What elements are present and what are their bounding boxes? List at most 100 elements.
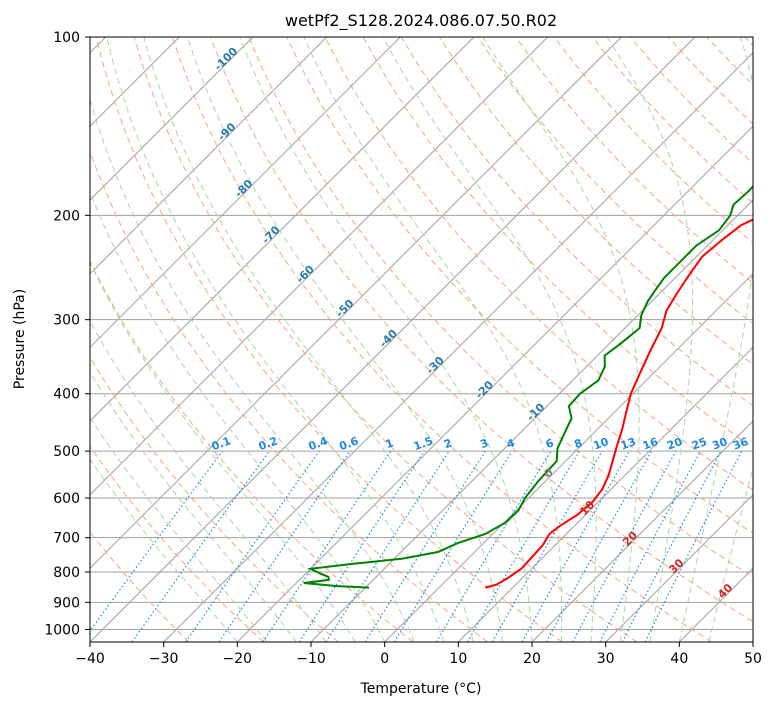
mixing-ratio-line: [466, 450, 580, 642]
moist-adiabat-line: [90, 320, 327, 642]
mixing-ratio-label: 10: [592, 435, 611, 453]
y-tick-label: 300: [53, 313, 80, 329]
mixing-ratio-label: 3: [478, 436, 490, 451]
isotherm-line: [90, 37, 696, 642]
x-tick-label: 20: [523, 651, 541, 667]
dry-adiabat-line: [90, 531, 190, 642]
mixing-ratio-line: [545, 450, 653, 642]
mixing-ratio-line: [262, 450, 392, 642]
dry-adiabat-label: -40: [377, 327, 400, 350]
mixing-ratio-label: 30: [710, 435, 729, 453]
moist-adiabat-line: [143, 37, 474, 642]
dry-adiabat-label: -60: [294, 263, 317, 286]
dry-adiabat-line: [324, 37, 753, 491]
mixing-ratio-label: 13: [619, 435, 638, 452]
moist-adiabat-line: [382, 37, 597, 642]
mixing-ratio-line: [521, 450, 631, 642]
dry-adiabat-line: [90, 356, 339, 642]
mixing-ratio-label: 25: [690, 435, 709, 452]
temperature-line: [485, 218, 753, 589]
mixing-ratio-label: 1: [384, 436, 396, 451]
moist-adiabat-label: 30: [666, 556, 686, 576]
isotherm-line: [752, 641, 753, 642]
dry-adiabat-line: [591, 37, 753, 204]
moist-adiabat-label: 40: [715, 581, 735, 601]
mixing-ratio-line: [393, 450, 513, 642]
dry-adiabat-label: -100: [212, 44, 241, 73]
y-tick-label: 400: [53, 387, 80, 403]
moist-adiabat-line: [187, 37, 503, 642]
plot-frame: [89, 36, 754, 643]
moist-adiabat-line: [106, 37, 445, 642]
dry-adiabat-line: [248, 37, 753, 578]
dry-adiabat-line: [210, 37, 753, 623]
dry-adiabat-line: [515, 37, 753, 284]
dry-adiabat-line: [95, 37, 563, 642]
mixing-ratio-label: 36: [731, 435, 750, 453]
moist-adiabat-line: [482, 37, 640, 642]
y-axis-label: Pressure (hPa): [12, 289, 28, 389]
x-tick-label: 40: [670, 651, 688, 667]
moist-adiabat-line: [90, 190, 386, 642]
dry-adiabat-label: -50: [333, 297, 356, 320]
dry-adiabat-label: -30: [424, 354, 447, 377]
x-tick-label: −30: [149, 651, 179, 667]
mixing-ratio-label: 0.1: [210, 434, 233, 453]
dry-adiabat-line: [553, 37, 753, 244]
mixing-ratio-line: [218, 450, 351, 642]
isotherm-line: [384, 272, 753, 642]
mixing-ratio-label: 0.2: [257, 434, 280, 453]
moist-adiabat-line: [239, 37, 533, 642]
moist-adiabat-line: [678, 37, 753, 642]
mixing-ratio-label: 16: [641, 435, 660, 453]
y-tick-label: 500: [53, 444, 80, 460]
mixing-ratio-line: [90, 450, 223, 632]
y-tick-label: 800: [53, 565, 80, 581]
isotherm-line: [90, 37, 254, 201]
moist-adiabat-line: [90, 97, 415, 642]
dry-adiabat-label: -90: [215, 120, 238, 143]
isotherm-line: [90, 37, 622, 570]
mixing-ratio-line: [644, 450, 743, 642]
moist-adiabat-line: [90, 261, 356, 642]
mixing-ratio-label: 8: [572, 436, 584, 451]
isotherm-line: [90, 37, 549, 496]
moist-adiabat-line: [90, 458, 238, 642]
moist-adiabat-line: [90, 416, 268, 642]
mixing-ratio-line: [364, 450, 486, 642]
isotherm-line: [163, 51, 753, 642]
isotherm-line: [236, 125, 753, 642]
mixing-ratio-line: [185, 450, 320, 642]
y-tick-label: 1000: [44, 622, 80, 638]
moist-adiabat-line: [303, 37, 563, 642]
isotherm-line: [90, 37, 401, 349]
moist-adiabat-line: [90, 370, 297, 642]
dry-adiabat-label: -20: [473, 378, 496, 401]
chart-title: wetPf2_S128.2024.086.07.50.R02: [285, 11, 557, 31]
mixing-ratio-label: 1.5: [412, 434, 435, 453]
dry-adiabat-line: [90, 150, 488, 642]
y-tick-label: 200: [53, 208, 80, 224]
mixing-ratio-label: 0.6: [338, 434, 361, 453]
isotherm-line: [605, 493, 753, 642]
isotherm-line: [90, 37, 328, 275]
y-tick-label: 600: [53, 491, 80, 507]
y-tick-label: 900: [53, 595, 80, 611]
mixing-ratio-line: [298, 450, 425, 642]
isotherm-line: [90, 37, 475, 422]
dry-adiabat-line: [133, 37, 638, 642]
mixing-ratio-line: [572, 450, 677, 642]
dry-adiabat-line: [706, 37, 753, 86]
mixing-ratio-label: 4: [505, 436, 517, 451]
isotherm-line: [531, 420, 753, 642]
isotherm-line: [457, 346, 753, 642]
x-tick-label: −20: [223, 651, 253, 667]
dry-adiabat-line: [90, 259, 414, 642]
y-tick-label: 100: [53, 30, 80, 46]
dewpoint-line: [303, 184, 753, 589]
mixing-ratio-label: 20: [665, 435, 684, 453]
mixing-ratio-line: [131, 450, 270, 642]
dry-adiabat-line: [744, 37, 753, 47]
x-tick-label: −40: [75, 651, 105, 667]
